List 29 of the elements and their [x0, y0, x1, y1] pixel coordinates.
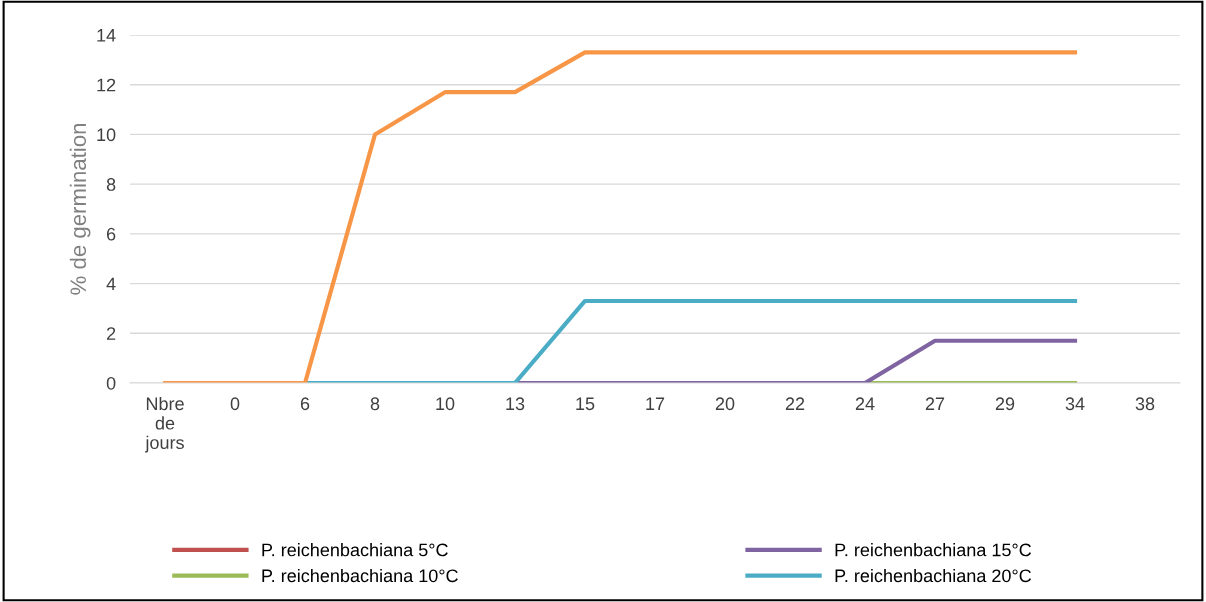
x-tick-label: 15 — [576, 397, 595, 411]
legend-label: P. reichenbachiana 10°C — [262, 568, 458, 583]
y-tick-label: 12 — [97, 78, 116, 92]
x-tick-label: Nbre de jours — [144, 396, 184, 453]
legend-label: P. reichenbachiana 5°C — [262, 543, 448, 557]
x-tick-label: 13 — [506, 397, 525, 411]
x-tick-label: 24 — [855, 397, 875, 410]
y-tick-label: 6 — [106, 227, 116, 241]
legend-label: P. reichenbachiana 15°C — [835, 543, 1032, 557]
x-tick-label: 8 — [370, 397, 380, 411]
y-tick-label: 4 — [106, 277, 116, 291]
x-tick-label: 0 — [230, 397, 240, 411]
y-tick-label: 14 — [97, 29, 116, 42]
x-tick-label: 38 — [1135, 397, 1155, 411]
x-tick-label: 6 — [300, 397, 310, 411]
x-tick-label: 29 — [995, 397, 1015, 411]
x-tick-label: 22 — [785, 397, 805, 410]
y-tick-label: 10 — [97, 128, 116, 142]
y-axis-title: % de germination — [69, 123, 91, 295]
x-tick-label: 10 — [436, 397, 455, 411]
y-tick-label: 8 — [106, 178, 116, 191]
x-tick-label: 34 — [1065, 397, 1085, 411]
x-tick-label: 20 — [715, 397, 735, 411]
y-tick-label: 2 — [106, 327, 116, 340]
legend-label: P. reichenbachiana 20°C — [835, 568, 1032, 583]
y-tick-label: 0 — [106, 376, 116, 390]
x-tick-label: 27 — [925, 397, 945, 410]
line-series — [162, 50, 1078, 383]
x-tick-label: 17 — [646, 397, 665, 410]
